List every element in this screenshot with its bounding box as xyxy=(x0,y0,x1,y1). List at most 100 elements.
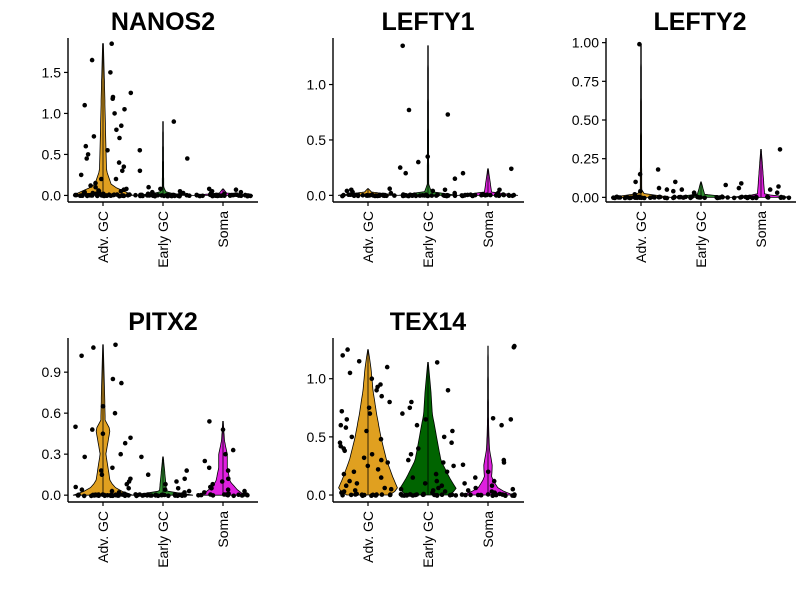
data-point xyxy=(470,193,475,199)
data-point xyxy=(122,107,127,112)
data-point xyxy=(421,492,426,497)
data-point xyxy=(121,164,127,169)
data-point xyxy=(370,193,376,198)
data-point xyxy=(213,192,219,198)
data-point xyxy=(347,478,352,484)
data-point xyxy=(184,468,189,473)
data-point xyxy=(146,184,151,190)
data-point xyxy=(459,492,465,497)
data-point xyxy=(506,192,512,198)
x-tick-label: Early GC xyxy=(693,211,709,268)
x-tick-label: Soma xyxy=(215,511,231,548)
data-point xyxy=(379,393,385,399)
data-point xyxy=(444,469,450,475)
data-point xyxy=(370,492,376,498)
data-point xyxy=(655,167,661,172)
data-point xyxy=(83,143,89,149)
data-point xyxy=(478,492,484,498)
data-point xyxy=(124,492,129,498)
y-tick-label: 0.6 xyxy=(42,405,62,421)
data-point xyxy=(96,493,101,499)
data-point xyxy=(340,493,345,498)
panel-pitx2: PITX2 0.0 0.3 0.6 0.9 Adv. GC Early GC Soma xyxy=(42,308,258,568)
data-point xyxy=(436,485,441,491)
x-tick-label: Early GC xyxy=(420,211,436,268)
data-point xyxy=(231,493,236,499)
data-point xyxy=(501,192,507,198)
data-point xyxy=(85,152,91,157)
data-point xyxy=(406,107,412,113)
data-point xyxy=(145,472,151,478)
data-point xyxy=(133,192,138,198)
data-point xyxy=(403,170,409,176)
y-tick-label: 0.5 xyxy=(42,146,62,162)
data-point xyxy=(463,492,468,498)
data-point xyxy=(429,193,435,198)
data-point xyxy=(639,195,644,201)
data-point xyxy=(236,492,241,498)
data-point xyxy=(219,479,225,484)
data-point xyxy=(671,188,676,194)
data-point xyxy=(89,57,95,63)
data-point xyxy=(159,193,164,198)
data-point xyxy=(356,359,362,364)
data-point xyxy=(139,454,144,460)
data-point xyxy=(112,111,117,116)
data-point xyxy=(408,452,414,457)
data-point xyxy=(468,492,473,498)
y-tick-label: 0.00 xyxy=(572,189,599,205)
data-point xyxy=(197,193,203,199)
data-point xyxy=(359,492,365,498)
data-point xyxy=(382,485,388,491)
data-point xyxy=(633,179,638,185)
data-point xyxy=(378,436,384,442)
data-point xyxy=(223,451,228,457)
data-point xyxy=(422,193,427,198)
data-point xyxy=(423,417,429,422)
data-point xyxy=(234,192,239,197)
data-point xyxy=(434,360,440,365)
data-point xyxy=(89,193,94,198)
data-point xyxy=(343,483,349,489)
data-point xyxy=(78,172,84,178)
data-point xyxy=(672,194,677,200)
panel-lefty2: LEFTY2 0.00 0.25 0.50 0.75 1.00 Adv. GC Early G… xyxy=(572,8,796,268)
y-tick-label: 0.50 xyxy=(572,112,599,128)
data-point xyxy=(447,492,453,498)
data-point xyxy=(739,194,745,200)
data-point xyxy=(238,189,244,195)
data-point xyxy=(225,468,231,473)
data-point xyxy=(246,193,251,198)
data-point xyxy=(340,193,345,199)
data-point xyxy=(171,119,177,124)
data-point xyxy=(656,195,662,200)
data-point xyxy=(93,180,98,186)
panel-nanos2: NANOS2 0.0 0.5 1.0 1.5 Adv. GC Early GC Soma xyxy=(42,8,258,268)
x-tick-label: Adv. GC xyxy=(633,211,649,263)
data-point xyxy=(625,195,630,200)
data-point xyxy=(73,192,78,198)
data-point xyxy=(508,417,514,422)
data-point xyxy=(239,493,245,498)
data-point xyxy=(388,486,394,492)
data-point xyxy=(439,492,445,498)
y-tick-label: 0.5 xyxy=(307,429,327,445)
x-tick-label: Soma xyxy=(480,511,496,548)
data-point xyxy=(449,440,454,446)
data-point xyxy=(441,434,447,440)
data-point xyxy=(182,476,187,482)
data-point xyxy=(407,405,413,411)
data-point xyxy=(489,483,495,489)
data-point xyxy=(387,186,393,191)
data-point xyxy=(387,399,392,405)
data-point xyxy=(111,192,116,198)
data-point xyxy=(339,409,345,414)
y-tick-label: 1.5 xyxy=(42,64,62,80)
x-tick-label: Adv. GC xyxy=(95,211,111,263)
data-point xyxy=(340,353,346,358)
data-point xyxy=(511,192,517,198)
data-point xyxy=(100,431,106,437)
data-point xyxy=(774,190,780,195)
data-point xyxy=(209,486,214,491)
data-point xyxy=(445,193,451,198)
